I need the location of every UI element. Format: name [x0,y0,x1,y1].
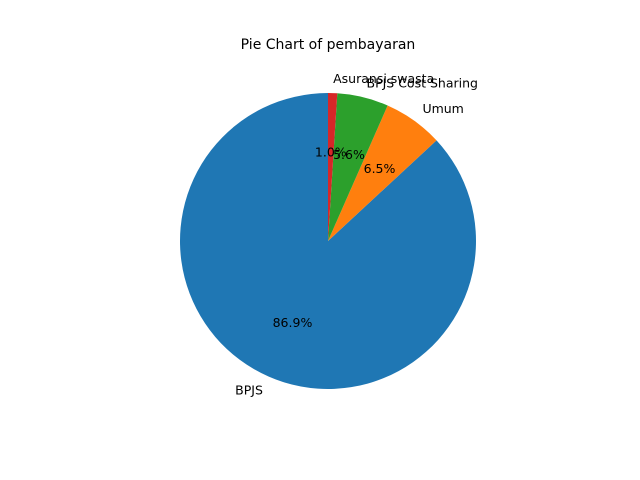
pie-labels: BPJS 86.9% Umum 6.5% BPJS Cost Sharing 5.6% As… [235,71,478,398]
slice-label: BPJS [235,383,263,398]
pie-slice [328,93,388,241]
pie-slice [328,93,338,241]
slice-label: Umum [422,101,463,116]
slice-percent-label: 1.0% [315,145,347,160]
chart-title: Pie Chart of pembayaran [241,37,416,53]
slice-label: Asuransi swasta [333,71,434,86]
slice-label: BPJS Cost Sharing [367,75,478,90]
pie-slice [180,93,477,390]
pie-slice [328,105,437,241]
pie-slices [180,93,477,390]
slice-percent-label: 86.9% [273,315,313,330]
slice-percent-label: 5.6% [333,147,365,162]
slice-percent-label: 6.5% [364,161,396,176]
